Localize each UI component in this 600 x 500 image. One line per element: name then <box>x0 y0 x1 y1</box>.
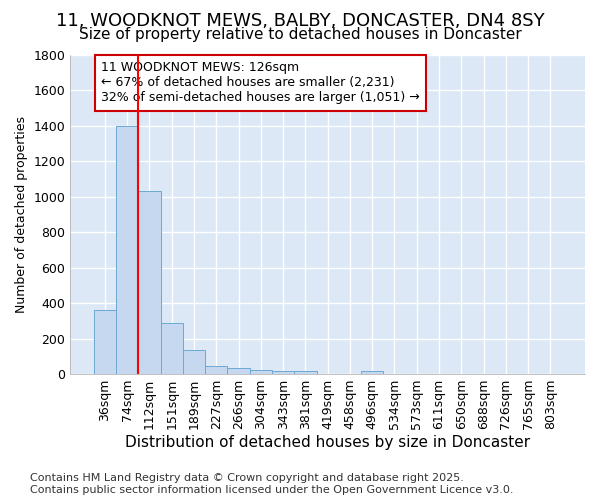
Bar <box>94 310 116 374</box>
Bar <box>294 372 317 374</box>
Bar <box>116 126 138 374</box>
Bar <box>183 350 205 374</box>
Bar <box>161 322 183 374</box>
Text: 11 WOODKNOT MEWS: 126sqm
← 67% of detached houses are smaller (2,231)
32% of sem: 11 WOODKNOT MEWS: 126sqm ← 67% of detach… <box>101 62 420 104</box>
Text: Contains HM Land Registry data © Crown copyright and database right 2025.
Contai: Contains HM Land Registry data © Crown c… <box>30 474 514 495</box>
Bar <box>227 368 250 374</box>
Text: Size of property relative to detached houses in Doncaster: Size of property relative to detached ho… <box>79 28 521 42</box>
Bar <box>272 372 294 374</box>
Bar <box>361 371 383 374</box>
Bar <box>138 192 161 374</box>
Bar <box>250 370 272 374</box>
X-axis label: Distribution of detached houses by size in Doncaster: Distribution of detached houses by size … <box>125 435 530 450</box>
Bar <box>205 366 227 374</box>
Text: 11, WOODKNOT MEWS, BALBY, DONCASTER, DN4 8SY: 11, WOODKNOT MEWS, BALBY, DONCASTER, DN4… <box>56 12 544 30</box>
Y-axis label: Number of detached properties: Number of detached properties <box>15 116 28 313</box>
